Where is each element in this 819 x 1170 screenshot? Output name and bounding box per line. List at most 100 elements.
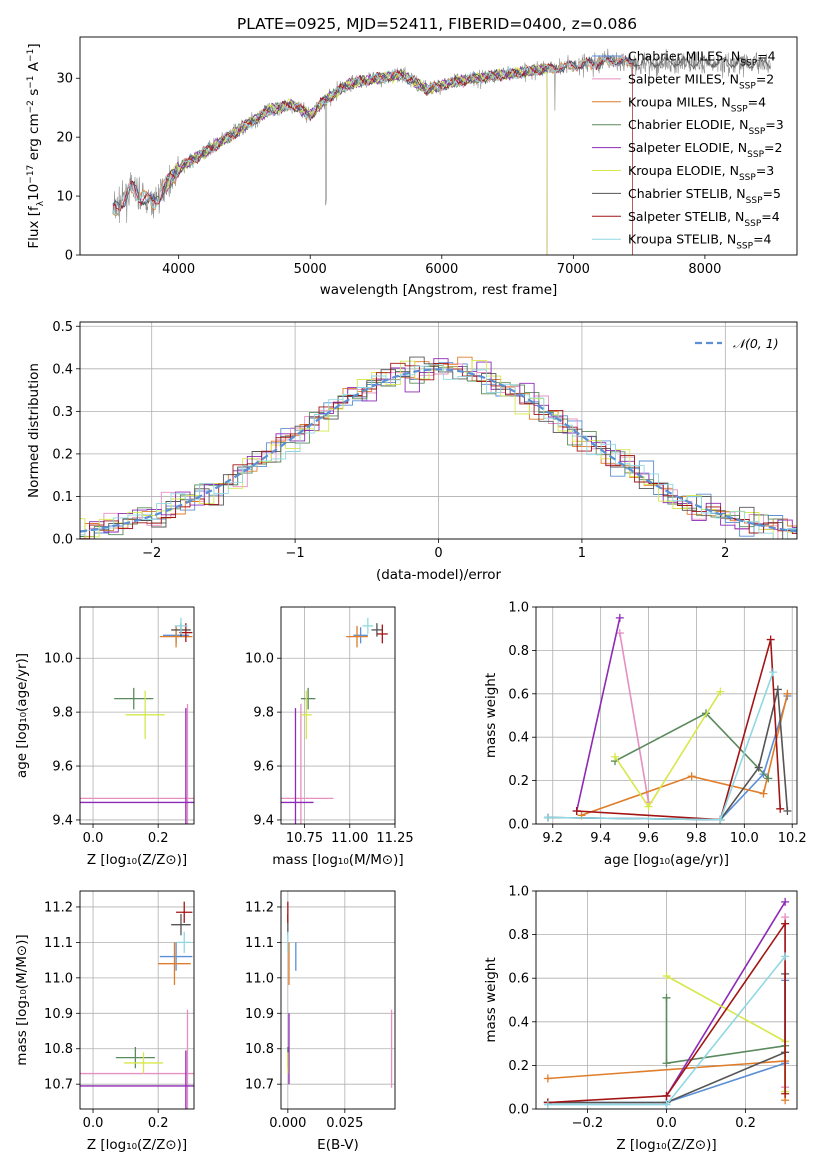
y-tick-label: 0.8 <box>508 928 529 943</box>
x-tick-label: 2 <box>721 546 729 561</box>
x-tick-label: 9.8 <box>686 831 707 846</box>
y-tick-label: 0.2 <box>52 447 73 462</box>
y-tick-label: 9.8 <box>253 706 274 721</box>
weight-marker <box>769 668 778 677</box>
x-tick-label: 0.2 <box>148 1116 169 1131</box>
y-tick-label: 0.6 <box>508 972 529 987</box>
weight-marker <box>764 774 773 783</box>
y-tick-label: 9.4 <box>52 813 73 828</box>
weight-marker <box>776 804 785 813</box>
y-tick-label: 9.6 <box>253 760 274 775</box>
axes-frame <box>79 321 798 540</box>
normal-curve <box>79 368 798 533</box>
weight-marker <box>754 763 763 772</box>
y-tick-label: 10.7 <box>44 1078 73 1093</box>
weight-marker <box>572 806 581 815</box>
figure-title: PLATE=0925, MJD=52411, FIBERID=0400, z=0… <box>237 15 637 33</box>
y-tick-label: 11.2 <box>44 900 73 915</box>
y-tick-label: 0.1 <box>52 490 73 505</box>
weight-marker <box>662 972 671 981</box>
panel-mass_vs_ebv: 0.000 0.025 10.7 10.8 10.9 11.0 11.1 11.2 E(B-V) <box>245 890 396 1153</box>
y-tick-label: 9.8 <box>52 706 73 721</box>
y-tick-label: 10.9 <box>44 1007 73 1022</box>
x-axis-label: Z [log₁₀(Z/Z⊙)] <box>616 1137 716 1153</box>
x-axis-label: Z [log₁₀(Z/Z⊙)] <box>87 1137 187 1153</box>
x-axis-label: age [log₁₀(age/yr)] <box>604 852 729 868</box>
axes-frame <box>79 890 195 1110</box>
legend-label: Kroupa MILES, NSSP=4 <box>628 94 766 114</box>
panel-age_vs_mass: 10.75 11.00 11.25 9.4 9.6 9.8 10.0 mass [log₁₀(… <box>245 606 414 868</box>
weight-line-kroupa-miles <box>581 693 789 817</box>
y-tick-label: 10 <box>56 190 73 205</box>
legend-label: Salpeter ELODIE, NSSP=2 <box>628 140 782 160</box>
x-axis-label: mass [log₁₀(M/M⊙)] <box>272 852 403 868</box>
weight-marker <box>781 897 790 906</box>
y-tick-label: 1.0 <box>508 601 529 616</box>
model-spectrum-chabrier-stelib <box>112 54 771 209</box>
y-tick-label: 0.0 <box>52 533 73 548</box>
y-tick-label: 10.8 <box>44 1042 73 1057</box>
axes-frame <box>535 890 798 1110</box>
model-spectrum-salpeter-stelib <box>112 56 633 255</box>
panel-weight_vs_age: 9.2 9.4 9.6 9.8 10.0 10.2 0.0 0.2 0.4 0.6 0.8 1.0 ag… <box>483 601 807 869</box>
legend-label: Salpeter MILES, NSSP=2 <box>628 71 774 91</box>
x-axis-label: Z [log₁₀(Z/Z⊙)] <box>87 852 187 868</box>
y-tick-label: 0.5 <box>52 320 73 335</box>
x-tick-label: 5000 <box>294 262 327 277</box>
x-tick-label: 11.00 <box>331 831 368 846</box>
y-tick-label: 0.2 <box>508 774 529 789</box>
x-tick-label: 0 <box>434 546 442 561</box>
y-tick-label: 11.1 <box>44 936 73 951</box>
y-tick-label: 0.2 <box>508 1059 529 1074</box>
x-tick-label: −0.2 <box>572 1116 604 1131</box>
x-tick-label: 9.2 <box>542 831 563 846</box>
y-tick-label: 0.6 <box>508 687 529 702</box>
x-axis-label: wavelength [Angstrom, rest frame] <box>320 282 558 298</box>
weight-marker <box>783 806 792 815</box>
x-tick-label: 0.025 <box>326 1116 363 1131</box>
weight-marker <box>773 685 782 694</box>
weight-marker <box>644 802 653 811</box>
weight-marker <box>766 635 775 644</box>
weight-line-salpeter-elodie <box>665 901 786 1097</box>
histogram-salpeter-stelib <box>80 362 797 539</box>
y-tick-label: 9.4 <box>253 813 274 828</box>
x-tick-label: 0.2 <box>148 831 169 846</box>
axes-frame <box>535 606 798 825</box>
weight-marker <box>781 952 790 961</box>
histogram-salpeter-miles <box>80 363 797 539</box>
weight-marker <box>716 815 725 824</box>
x-tick-label: −1 <box>286 546 305 561</box>
weight-marker <box>543 1100 552 1109</box>
x-axis-label: (data-model)/error <box>376 567 502 583</box>
y-tick-label: 0.3 <box>52 405 73 420</box>
x-tick-label: 0.0 <box>656 1116 677 1131</box>
y-tick-label: 11.0 <box>44 971 73 986</box>
y-axis-label: Flux [fλ10−17 erg cm−2 s−1 A−1] <box>26 43 46 248</box>
panel-weight_vs_Z: −0.2 0.0 0.2 0.0 0.2 0.4 0.6 0.8 1.0 Z [log₁₀(Z/Z… <box>483 885 798 1153</box>
axes-frame <box>79 606 195 825</box>
x-tick-label: 0.0 <box>83 1116 104 1131</box>
legend-label: Kroupa ELODIE, NSSP=3 <box>628 163 774 183</box>
y-tick-label: 0 <box>65 249 73 264</box>
y-tick-label: 0.0 <box>508 818 529 833</box>
x-tick-label: 10.0 <box>730 831 759 846</box>
y-axis-label: mass weight <box>483 673 499 758</box>
weight-marker <box>543 813 552 822</box>
x-tick-label: 1 <box>578 546 586 561</box>
y-tick-label: 9.6 <box>52 760 73 775</box>
y-tick-label: 10.7 <box>245 1078 274 1093</box>
y-tick-label: 10.0 <box>44 652 73 667</box>
y-tick-label: 0.8 <box>508 644 529 659</box>
weight-marker <box>716 687 725 696</box>
weight-line-salpeter-elodie <box>575 617 621 812</box>
weight-marker <box>781 1089 790 1098</box>
x-tick-label: 8000 <box>688 262 721 277</box>
weight-marker <box>662 1100 671 1109</box>
weight-marker <box>783 689 792 698</box>
x-tick-label: 6000 <box>425 262 458 277</box>
y-tick-label: 10.8 <box>245 1042 274 1057</box>
weight-line-salpeter-stelib <box>576 639 781 821</box>
x-tick-label: 0.0 <box>83 831 104 846</box>
